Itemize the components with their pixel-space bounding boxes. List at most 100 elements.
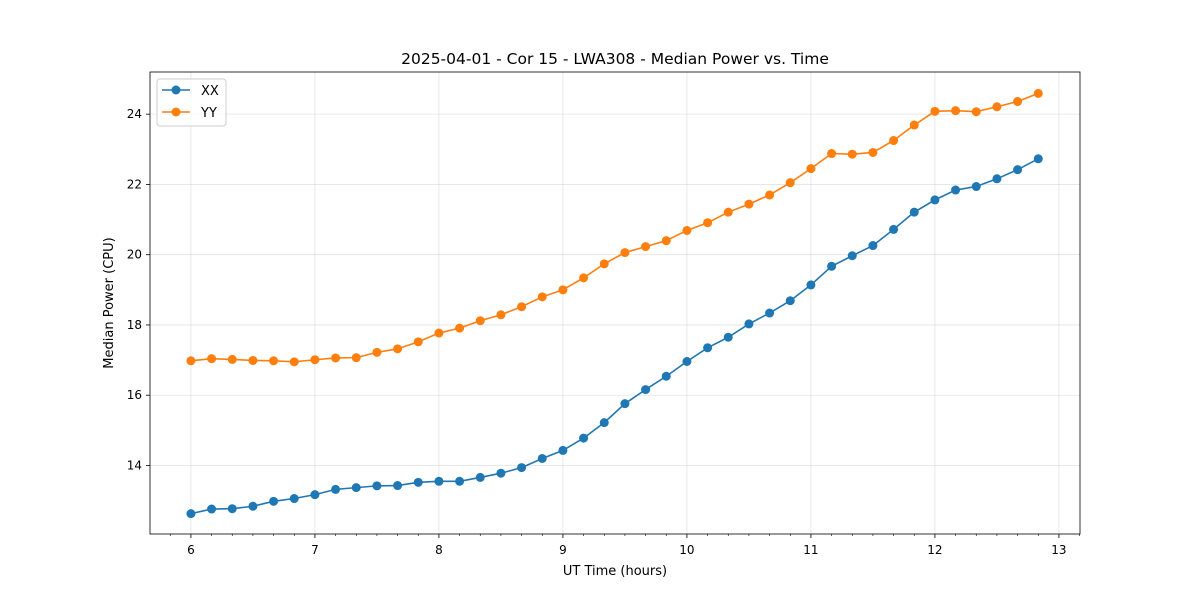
data-point-yy — [847, 149, 857, 159]
data-point-yy — [765, 190, 775, 200]
data-point-xx — [310, 490, 320, 500]
data-point-xx — [351, 483, 361, 493]
ticks: 6 7 8 9 10 11 12 13 14 16 18 20 22 24 — [127, 107, 1067, 557]
data-point-xx — [496, 468, 506, 478]
data-point-yy — [992, 102, 1002, 112]
y-tick-label: 22 — [127, 177, 142, 191]
plot-frame — [149, 71, 1081, 535]
data-point-xx — [971, 182, 981, 192]
data-point-xx — [703, 343, 713, 353]
x-tick-label: 7 — [311, 543, 319, 557]
data-point-yy — [1013, 97, 1023, 107]
data-point-yy — [599, 259, 609, 269]
y-tick-label: 14 — [127, 458, 142, 472]
data-point-yy — [310, 355, 320, 365]
data-point-xx — [765, 308, 775, 318]
data-point-xx — [723, 332, 733, 342]
data-point-yy — [455, 323, 465, 333]
data-point-yy — [723, 207, 733, 217]
data-point-xx — [186, 509, 196, 519]
legend-marker-yy — [171, 107, 181, 117]
data-point-xx — [599, 418, 609, 428]
data-point-xx — [682, 356, 692, 366]
data-point-yy — [744, 199, 754, 209]
data-point-yy — [806, 164, 816, 174]
y-tick-label: 24 — [127, 107, 142, 121]
x-tick-label: 12 — [927, 543, 942, 557]
data-point-xx — [475, 472, 485, 482]
data-point-xx — [909, 207, 919, 217]
data-point-yy — [331, 353, 341, 363]
data-point-xx — [806, 280, 816, 290]
data-point-yy — [930, 106, 940, 116]
y-tick-label: 16 — [127, 388, 142, 402]
data-point-xx — [1013, 165, 1023, 175]
series — [186, 88, 1043, 519]
data-point-yy — [413, 337, 423, 347]
data-point-yy — [207, 354, 217, 364]
data-point-yy — [289, 357, 299, 367]
data-point-xx — [620, 399, 630, 409]
data-point-yy — [1033, 88, 1043, 98]
data-point-yy — [827, 149, 837, 159]
grid — [150, 72, 1080, 534]
y-tick-label: 20 — [127, 248, 142, 262]
data-point-xx — [827, 261, 837, 271]
data-point-yy — [393, 344, 403, 354]
data-point-xx — [207, 504, 217, 514]
data-point-yy — [248, 355, 258, 365]
data-point-yy — [475, 316, 485, 326]
data-point-xx — [992, 174, 1002, 184]
data-point-yy — [682, 225, 692, 235]
data-point-yy — [868, 147, 878, 157]
data-point-xx — [227, 504, 237, 514]
legend-marker-xx — [171, 85, 181, 95]
x-axis-label: UT Time (hours) — [563, 564, 667, 579]
data-point-xx — [951, 185, 961, 195]
data-point-xx — [785, 296, 795, 306]
x-tick-label: 11 — [803, 543, 818, 557]
data-point-xx — [393, 481, 403, 491]
data-point-xx — [847, 251, 857, 261]
data-point-xx — [248, 501, 258, 511]
data-point-yy — [558, 285, 568, 295]
data-point-yy — [620, 248, 630, 258]
x-tick-label: 8 — [435, 543, 443, 557]
data-point-yy — [351, 353, 361, 363]
data-point-yy — [186, 356, 196, 366]
y-tick-label: 18 — [127, 318, 142, 332]
data-point-yy — [661, 236, 671, 246]
data-point-xx — [868, 241, 878, 251]
data-point-yy — [641, 242, 651, 252]
data-point-xx — [455, 476, 465, 486]
x-tick-label: 9 — [559, 543, 567, 557]
data-point-yy — [785, 178, 795, 188]
legend-label-yy: YY — [200, 106, 217, 121]
data-point-yy — [496, 310, 506, 320]
data-point-xx — [930, 195, 940, 205]
data-point-yy — [372, 347, 382, 357]
data-point-xx — [1033, 154, 1043, 164]
legend-label-xx: XX — [201, 84, 219, 99]
series-yy — [186, 88, 1043, 367]
data-point-yy — [434, 328, 444, 338]
x-tick-label: 10 — [679, 543, 694, 557]
data-point-yy — [269, 356, 279, 366]
data-point-xx — [744, 319, 754, 329]
data-point-xx — [579, 433, 589, 443]
data-point-xx — [641, 385, 651, 395]
data-point-xx — [372, 481, 382, 491]
data-point-xx — [289, 494, 299, 504]
data-point-yy — [537, 292, 547, 302]
data-point-yy — [703, 218, 713, 228]
data-point-xx — [269, 496, 279, 506]
data-point-yy — [889, 136, 899, 146]
data-point-xx — [889, 224, 899, 234]
series-xx — [186, 154, 1043, 519]
data-point-yy — [227, 354, 237, 364]
chart-title: 2025-04-01 - Cor 15 - LWA308 - Median Po… — [401, 50, 829, 68]
data-point-xx — [558, 445, 568, 455]
data-point-xx — [434, 476, 444, 486]
data-point-xx — [331, 484, 341, 494]
